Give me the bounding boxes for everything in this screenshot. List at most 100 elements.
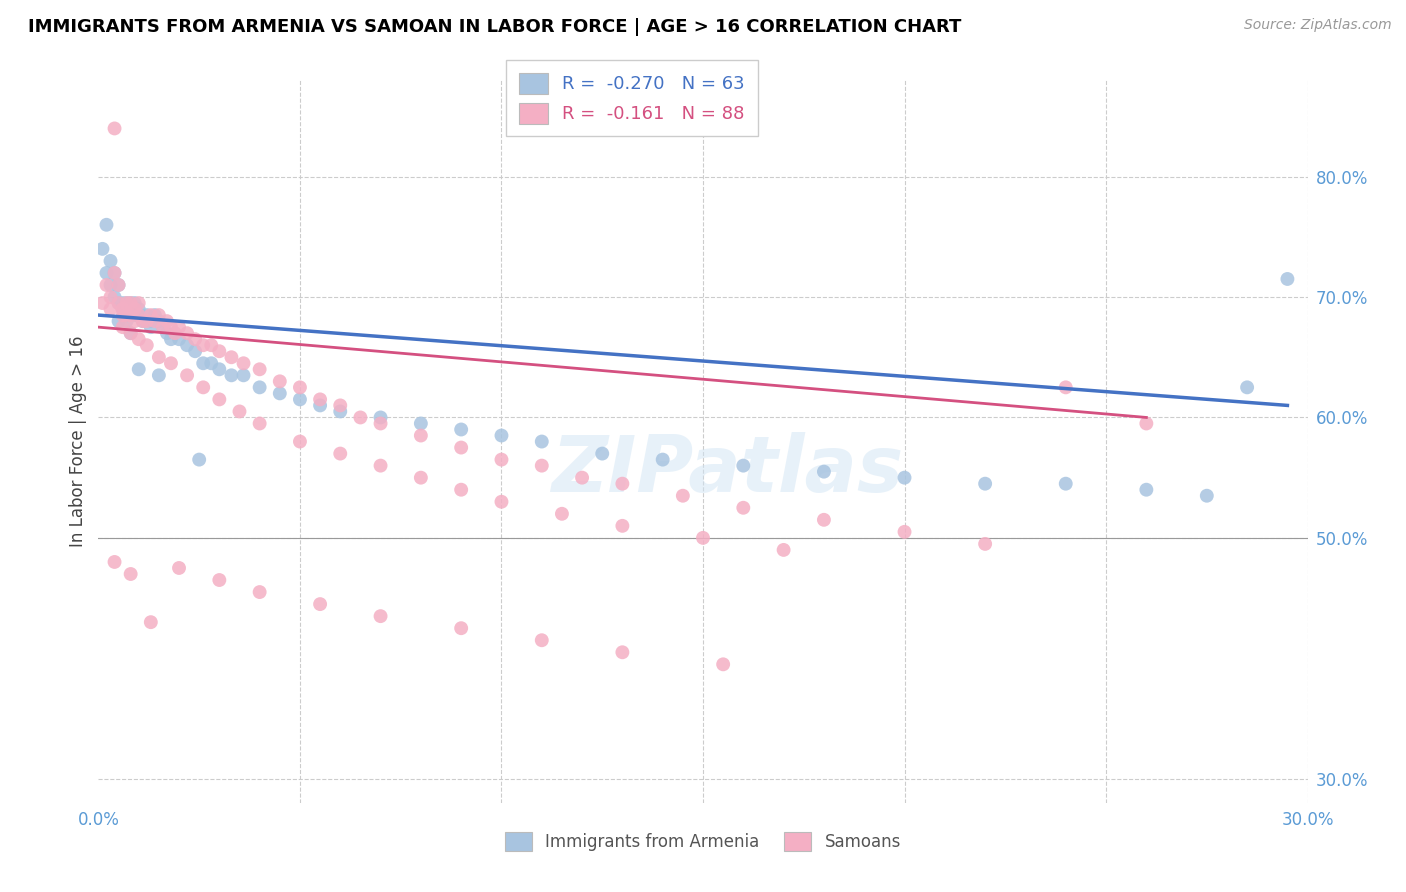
Point — [370, 458, 392, 473]
Point — [139, 320, 162, 334]
Point — [249, 380, 271, 394]
Point — [711, 657, 734, 672]
Point — [111, 301, 134, 317]
Point — [132, 314, 155, 328]
Point — [160, 320, 183, 334]
Point — [128, 308, 150, 322]
Point — [139, 615, 162, 630]
Point — [96, 266, 118, 280]
Point — [450, 483, 472, 497]
Point — [974, 537, 997, 551]
Point — [612, 645, 634, 659]
Point — [813, 513, 835, 527]
Point — [167, 320, 190, 334]
Point — [208, 362, 231, 376]
Point — [551, 507, 574, 521]
Point — [249, 417, 271, 431]
Point — [135, 308, 157, 322]
Point — [309, 398, 332, 412]
Point — [120, 567, 142, 582]
Point — [208, 392, 231, 407]
Point — [120, 326, 142, 340]
Point — [184, 344, 207, 359]
Point — [409, 417, 432, 431]
Point — [208, 573, 231, 587]
Point — [120, 326, 142, 340]
Point — [893, 470, 915, 484]
Legend: Immigrants from Armenia, Samoans: Immigrants from Armenia, Samoans — [496, 823, 910, 860]
Point — [651, 452, 673, 467]
Point — [269, 386, 291, 401]
Point — [612, 476, 634, 491]
Point — [309, 392, 332, 407]
Point — [107, 277, 129, 292]
Point — [139, 314, 162, 328]
Point — [329, 404, 352, 418]
Point — [103, 555, 125, 569]
Point — [128, 296, 150, 310]
Point — [163, 326, 186, 340]
Point — [152, 320, 174, 334]
Point — [124, 314, 146, 328]
Point — [772, 542, 794, 557]
Point — [120, 296, 142, 310]
Point — [120, 308, 142, 322]
Point — [107, 296, 129, 310]
Point — [193, 380, 215, 394]
Point — [128, 301, 150, 317]
Point — [733, 500, 755, 515]
Point — [591, 446, 613, 460]
Point — [450, 621, 472, 635]
Point — [612, 518, 634, 533]
Point — [733, 458, 755, 473]
Point — [115, 296, 138, 310]
Point — [450, 422, 472, 436]
Point — [409, 428, 432, 442]
Point — [1195, 489, 1218, 503]
Point — [893, 524, 915, 539]
Point — [111, 301, 134, 317]
Point — [176, 326, 198, 340]
Point — [160, 332, 183, 346]
Point — [370, 609, 392, 624]
Point — [221, 368, 243, 383]
Point — [692, 531, 714, 545]
Point — [91, 242, 114, 256]
Point — [143, 308, 166, 322]
Point — [974, 476, 997, 491]
Point — [530, 633, 553, 648]
Point — [200, 356, 222, 370]
Point — [128, 362, 150, 376]
Point — [111, 296, 134, 310]
Point — [370, 410, 392, 425]
Point — [128, 308, 150, 322]
Point — [120, 296, 142, 310]
Point — [176, 368, 198, 383]
Point — [148, 350, 170, 364]
Point — [107, 277, 129, 292]
Point — [100, 290, 122, 304]
Point — [208, 344, 231, 359]
Point — [370, 417, 392, 431]
Point — [193, 338, 215, 352]
Point — [200, 338, 222, 352]
Point — [100, 253, 122, 268]
Point — [100, 277, 122, 292]
Point — [329, 446, 352, 460]
Point — [124, 308, 146, 322]
Point — [96, 218, 118, 232]
Point — [1054, 380, 1077, 394]
Point — [409, 470, 432, 484]
Point — [156, 314, 179, 328]
Point — [124, 301, 146, 317]
Point — [329, 398, 352, 412]
Point — [309, 597, 332, 611]
Point — [1135, 483, 1157, 497]
Point — [103, 290, 125, 304]
Point — [1277, 272, 1299, 286]
Point — [107, 296, 129, 310]
Point — [103, 266, 125, 280]
Point — [115, 308, 138, 322]
Point — [148, 314, 170, 328]
Point — [139, 308, 162, 322]
